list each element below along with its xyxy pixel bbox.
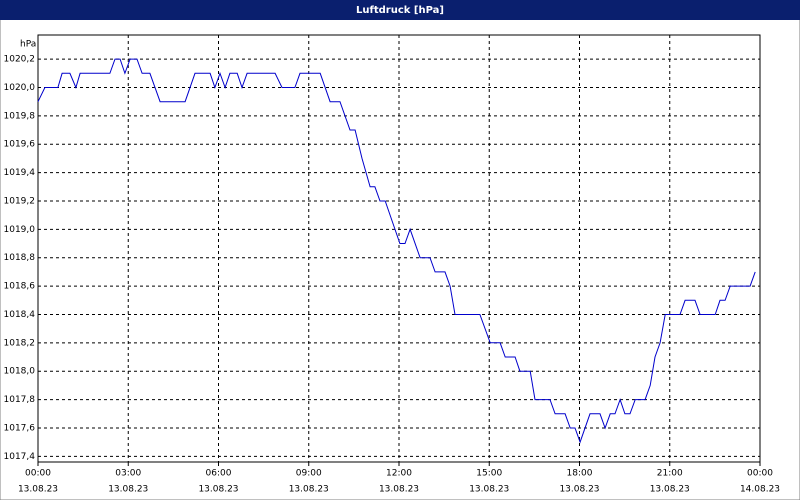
y-tick-label: 1018,2 [4, 338, 36, 348]
y-tick-label: 1017,6 [4, 423, 36, 433]
x-tick-label: 00:00 [25, 469, 51, 479]
y-tick-label: 1019,4 [4, 168, 36, 178]
y-tick-label: 1018,4 [4, 310, 36, 320]
x-tick-date: 13.08.23 [650, 485, 690, 495]
x-tick-label: 21:00 [657, 469, 683, 479]
data-line [37, 58, 756, 444]
y-tick-label: 1017,8 [4, 395, 36, 405]
x-tick-label: 03:00 [115, 469, 141, 479]
y-tick-label: 1017,4 [4, 452, 36, 462]
y-tick-label: 1018,6 [4, 282, 36, 292]
x-tick-date: 13.08.23 [108, 485, 148, 495]
chart-title: Luftdruck [hPa] [356, 5, 444, 16]
y-tick-label: 1019,6 [4, 140, 36, 150]
y-tick-label: 1019,2 [4, 196, 36, 206]
x-tick-date: 13.08.23 [198, 485, 238, 495]
x-tick-date: 13.08.23 [559, 485, 599, 495]
x-tick-date: 13.08.23 [289, 485, 329, 495]
x-tick-label: 00:00 [747, 469, 773, 479]
x-tick-label: 09:00 [296, 469, 322, 479]
title-bar [0, 0, 800, 20]
y-tick-label: 1018,8 [4, 253, 36, 263]
x-tick-label: 18:00 [567, 469, 593, 479]
x-tick-label: 12:00 [386, 469, 412, 479]
y-tick-label: 1020,0 [4, 83, 36, 93]
x-tick-label: 06:00 [206, 469, 232, 479]
x-tick-date: 13.08.23 [379, 485, 419, 495]
y-tick-label: 1019,0 [4, 225, 36, 235]
y-unit: hPa [20, 40, 36, 50]
x-tick-date: 13.08.23 [18, 485, 58, 495]
y-tick-label: 1019,8 [4, 111, 36, 121]
y-tick-label: 1020,2 [4, 55, 36, 65]
x-tick-label: 15:00 [476, 469, 502, 479]
y-tick-label: 1018,0 [4, 367, 36, 377]
x-tick-date: 14.08.23 [740, 485, 780, 495]
x-tick-date: 13.08.23 [469, 485, 509, 495]
